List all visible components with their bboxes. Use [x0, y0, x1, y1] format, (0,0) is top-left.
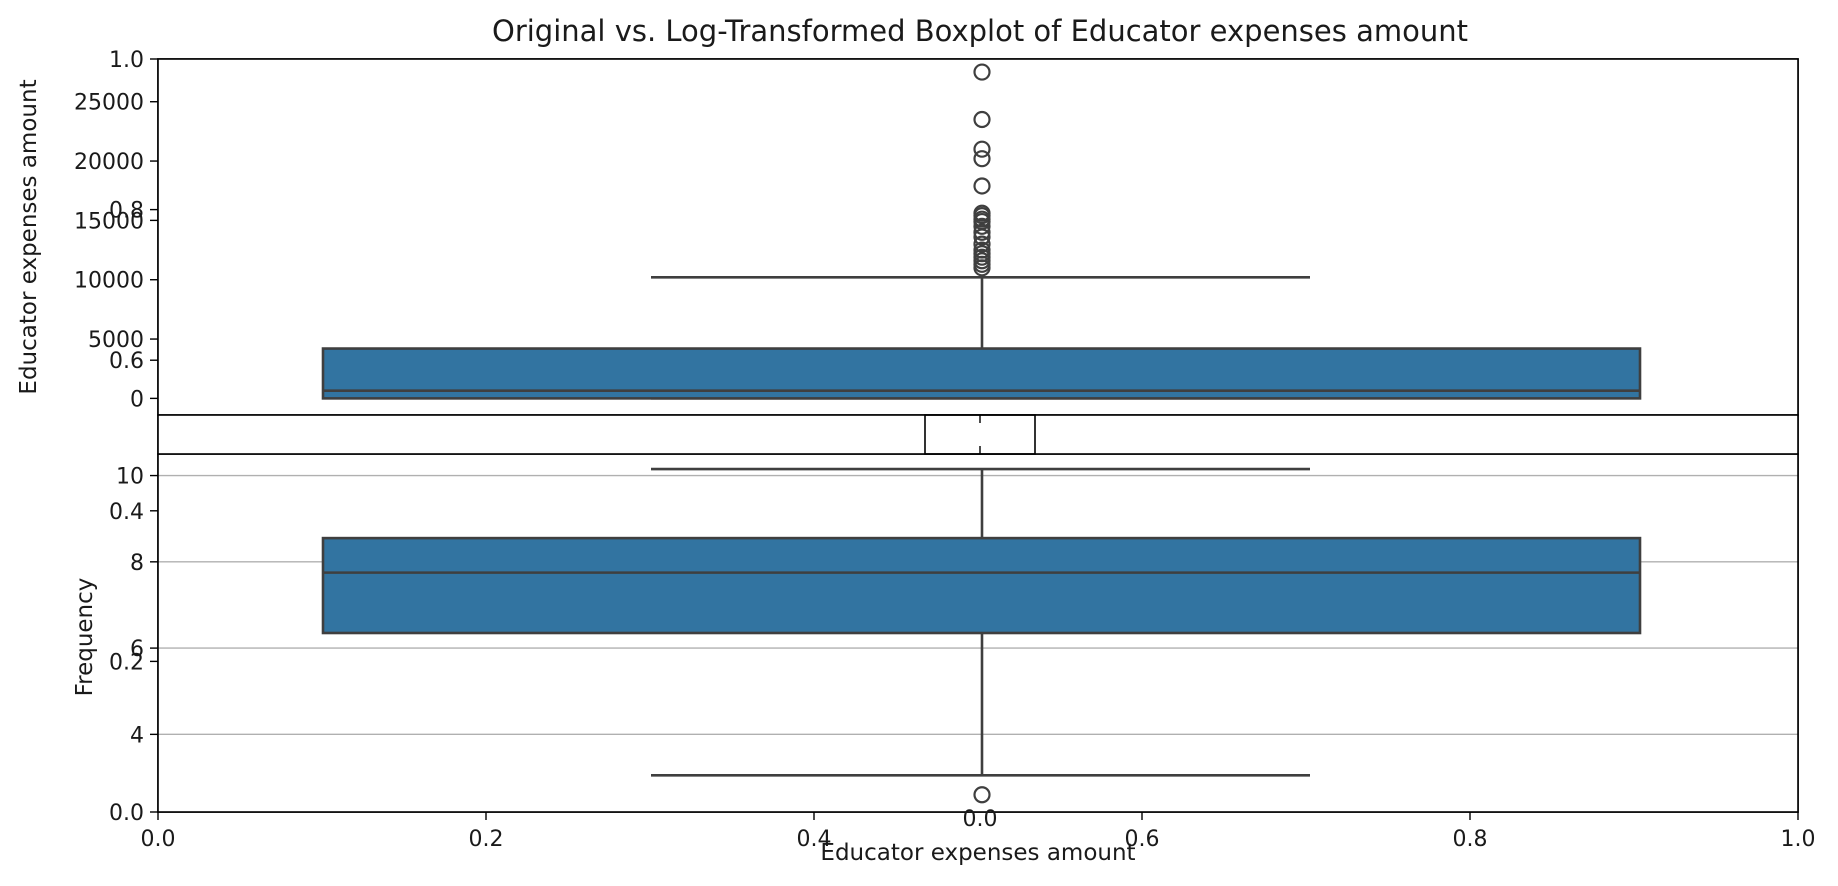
top-outlier-point	[973, 63, 991, 81]
top-outlier-point	[973, 217, 991, 235]
top-y-tick-label: 25000	[74, 91, 144, 116]
top-boxplot-subplot: 0 5000 10000 15000 20000 25000 Educator expen…	[16, 58, 1799, 416]
top-outlier-point	[973, 228, 991, 246]
top-outlier-point	[973, 259, 991, 277]
top-outlier-point	[973, 235, 991, 253]
top-y-ticks: 0 5000 10000 15000 20000 25000	[74, 91, 158, 412]
top-y-axis-label: Educator expenses amount	[16, 79, 42, 394]
bottom-y-tick-label: 8	[130, 551, 144, 576]
top-outlier-point	[973, 110, 991, 129]
top-y-tick-label: 0	[130, 387, 144, 412]
bottom-outlier-point	[973, 786, 991, 804]
background-y-ticks: 0.0 0.2 0.4 0.6 0.8 1.0	[109, 48, 158, 826]
bottom-y-tick-label: 10	[116, 465, 144, 490]
top-y-tick-label: 20000	[74, 150, 144, 175]
bottom-box	[321, 536, 1642, 635]
background-x-tick-label: 1.0	[1781, 827, 1816, 852]
background-x-axis-label: Educator expenses amount	[820, 840, 1135, 866]
top-y-tick-label: 10000	[74, 269, 144, 294]
top-outlier-point	[973, 223, 991, 241]
background-x-tick-label: 0.2	[469, 827, 504, 852]
top-y-tick-label: 15000	[74, 209, 144, 234]
top-box-elements	[321, 63, 1642, 400]
bottom-boxplot-subplot: 4 6 8 10	[116, 453, 1799, 813]
bottom-y-tick-label: 4	[130, 723, 144, 748]
background-x-tick-label: 0.8	[1453, 827, 1488, 852]
background-y-tick-label: 0.8	[109, 199, 144, 224]
bottom-y-ticks: 4 6 8 10	[116, 465, 158, 748]
top-outlier-point	[973, 177, 991, 195]
top-outlier-point	[973, 150, 991, 168]
bottom-box-elements	[321, 467, 1642, 804]
background-y-tick-label: 0.4	[109, 500, 144, 525]
background-y-tick-label: 1.0	[109, 48, 144, 73]
background-x-tick-label: 0.6	[1125, 827, 1160, 852]
middle-x-tick-label: 0.0	[963, 807, 998, 832]
background-y-tick-label: 0.6	[109, 349, 144, 374]
background-axes: 0.0 0.2 0.4 0.6 0.8 1.0 0.0 0.2 0.4 0.6 0.8 1.0 Ed…	[72, 48, 1816, 866]
chart-title: Original vs. Log-Transformed Boxplot of …	[492, 14, 1468, 48]
top-y-tick-label: 5000	[88, 328, 144, 353]
bottom-y-tick-label: 6	[130, 637, 144, 662]
background-x-tick-label: 0.4	[797, 827, 832, 852]
middle-boxplot-subplot: 0.0	[157, 414, 1799, 832]
background-y-axis-label: Frequency	[72, 578, 98, 697]
background-y-tick-label: 0.2	[109, 650, 144, 675]
background-y-tick-label: 0.0	[109, 801, 144, 826]
background-x-ticks: 0.0 0.2 0.4 0.6 0.8 1.0	[141, 812, 1816, 852]
background-x-tick-label: 0.0	[141, 827, 176, 852]
top-outlier-point	[973, 140, 991, 158]
middle-subplot-background	[158, 415, 1798, 454]
